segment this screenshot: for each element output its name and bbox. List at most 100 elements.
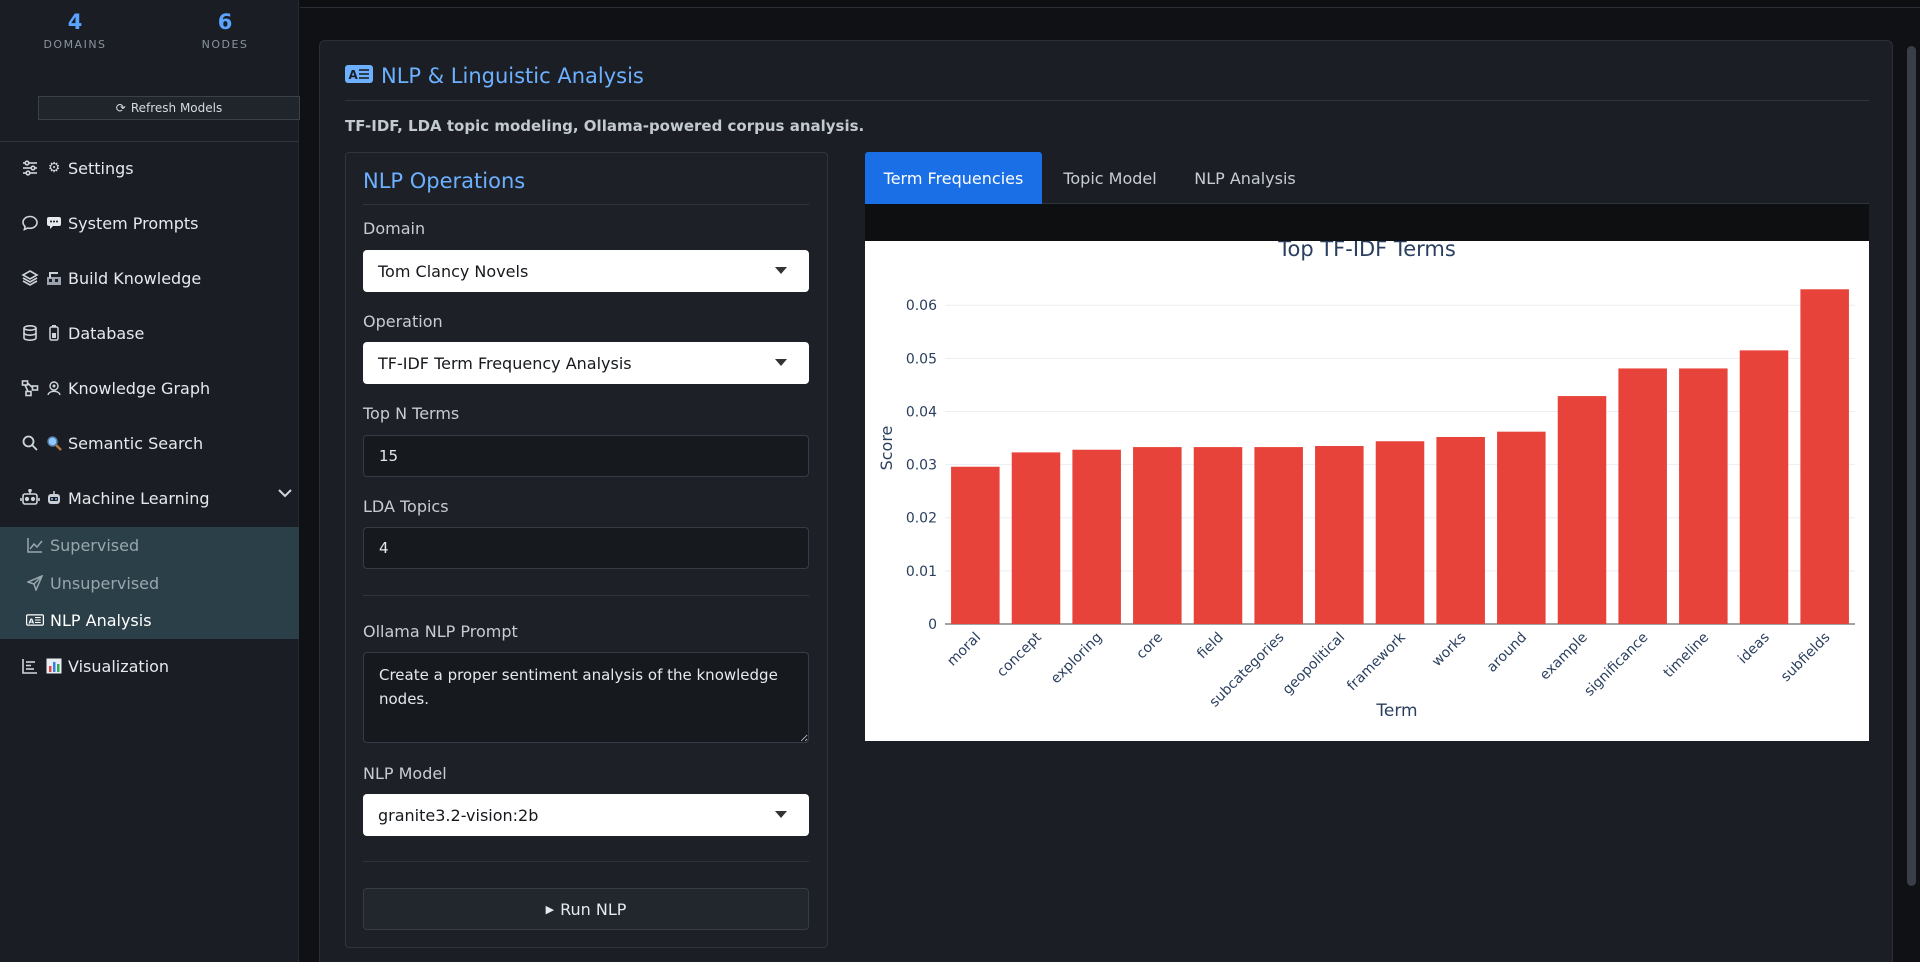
x-tick-label: example — [1537, 630, 1591, 684]
bar-geopolitical — [1315, 446, 1364, 624]
bar-concept — [1011, 452, 1061, 624]
submenu-item-supervised[interactable]: Supervised — [26, 532, 139, 558]
sidebar-item-label: Build Knowledge — [68, 268, 202, 288]
battery-icon — [46, 325, 62, 341]
operation-select[interactable]: TF-IDF Term Frequency Analysis — [363, 342, 809, 384]
sidebar-item-label: System Prompts — [68, 213, 199, 233]
x-tick-label: around — [1484, 630, 1530, 676]
page-title: A NLP & Linguistic Analysis — [345, 64, 644, 88]
nlp-model-select[interactable]: granite3.2-vision:2b — [363, 794, 809, 836]
alphabet-badge-icon: A — [345, 64, 373, 88]
sidebar-item-settings[interactable]: ⚙ Settings — [20, 153, 134, 183]
chat-icon — [20, 213, 40, 233]
sidebar-item-build-knowledge[interactable]: Build Knowledge — [20, 263, 201, 293]
page-title-text: NLP & Linguistic Analysis — [381, 64, 644, 88]
x-tick-label: moral — [944, 630, 984, 670]
x-axis-label: Term — [1375, 701, 1417, 721]
bar-field — [1193, 447, 1243, 624]
x-tick-label: ideas — [1735, 630, 1773, 668]
x-tick-label: framework — [1344, 629, 1409, 694]
bar-subcategories — [1254, 447, 1303, 624]
ops-divider — [363, 204, 809, 205]
operation-select-value: TF-IDF Term Frequency Analysis — [378, 353, 632, 373]
y-tick-label: 0.03 — [906, 458, 937, 474]
machine-learning-submenu: Supervised Unsupervised A NLP Analysis — [0, 527, 299, 639]
y-tick-label: 0.02 — [906, 511, 937, 527]
tab-topic-model[interactable]: Topic Model — [1063, 168, 1157, 188]
top-n-terms-input[interactable] — [363, 435, 809, 477]
bar-timeline — [1679, 368, 1728, 624]
x-tick-label: works — [1429, 630, 1469, 670]
stat-domains-value: 4 — [67, 10, 83, 34]
x-tick-label: concept — [994, 629, 1045, 680]
sidebar-item-semantic-search[interactable]: Semantic Search — [20, 428, 203, 458]
speech-balloon-icon — [46, 215, 62, 231]
y-tick-label: 0.04 — [906, 404, 937, 420]
x-tick-label: timeline — [1661, 630, 1713, 682]
sidebar-item-database[interactable]: Database — [20, 318, 144, 348]
submenu-item-nlp-analysis[interactable]: A NLP Analysis — [26, 607, 152, 633]
caret-down-icon — [775, 359, 787, 366]
svg-text:A: A — [28, 616, 34, 625]
stat-nodes-value: 6 — [217, 10, 233, 34]
domain-select-value: Tom Clancy Novels — [378, 261, 529, 281]
stat-nodes: 6 NODES — [170, 8, 280, 51]
y-tick-label: 0 — [928, 617, 937, 633]
bar-ideas — [1739, 350, 1789, 624]
refresh-models-button[interactable]: ⟳ Refresh Models — [38, 96, 300, 120]
tab-nlp-analysis[interactable]: NLP Analysis — [1194, 168, 1296, 188]
domain-label: Domain — [363, 219, 426, 238]
stat-domains: 4 DOMAINS — [20, 8, 130, 51]
diagram-icon — [20, 378, 40, 398]
stats-panel: 4 DOMAINS 6 NODES — [0, 0, 299, 70]
x-tick-label: core — [1133, 630, 1166, 663]
stat-domains-label: DOMAINS — [43, 38, 107, 51]
alphabet-badge-icon: A — [26, 611, 44, 629]
sidebar-item-system-prompts[interactable]: System Prompts — [20, 208, 198, 238]
play-icon: ▶ — [545, 902, 555, 916]
ollama-prompt-textarea[interactable]: Create a proper sentiment analysis of th… — [363, 652, 809, 743]
x-tick-label: exploring — [1048, 630, 1106, 688]
run-nlp-label: Run NLP — [560, 899, 627, 919]
sidebar-item-visualization[interactable]: Visualization — [20, 651, 169, 681]
sidebar-item-label: Visualization — [68, 656, 170, 676]
stat-nodes-label: NODES — [201, 38, 249, 51]
line-chart-icon — [26, 536, 44, 554]
result-tabs: Term Frequencies Topic Model NLP Analysi… — [865, 152, 1869, 204]
sidebar-item-label: Machine Learning — [68, 488, 210, 508]
submenu-item-label: NLP Analysis — [50, 610, 152, 630]
domain-select[interactable]: Tom Clancy Novels — [363, 250, 809, 292]
y-axis-label: Score — [877, 426, 896, 471]
sidebar-item-label: Knowledge Graph — [68, 378, 211, 398]
ops-divider — [363, 861, 809, 862]
tab-term-frequencies[interactable]: Term Frequencies — [865, 152, 1042, 204]
refresh-models-label: Refresh Models — [130, 101, 223, 115]
refresh-icon: ⟳ — [115, 101, 126, 115]
scrollbar-thumb[interactable] — [1907, 46, 1916, 886]
sidebar-item-label: Settings — [68, 158, 134, 178]
tfidf-chart-svg: Top TF-IDF Terms 0 0.01 0.02 0.03 0.04 0.05 0.0… — [877, 241, 1855, 721]
lda-topics-label: LDA Topics — [363, 497, 449, 516]
ollama-prompt-label: Ollama NLP Prompt — [363, 622, 518, 641]
bar-around — [1497, 431, 1546, 624]
chart-toolbar — [865, 204, 1869, 241]
sidebar-item-label: Database — [68, 323, 145, 343]
chevron-down-icon[interactable] — [276, 484, 296, 504]
sidebar-item-knowledge-graph[interactable]: Knowledge Graph — [20, 373, 210, 403]
sliders-icon — [20, 158, 40, 178]
search-icon — [20, 433, 40, 453]
bar-chart-icon — [46, 658, 62, 674]
sidebar-item-machine-learning[interactable]: Machine Learning — [20, 483, 210, 513]
chart-icon — [20, 656, 40, 676]
robot-face-icon — [46, 490, 62, 506]
submenu-item-unsupervised[interactable]: Unsupervised — [26, 570, 159, 596]
bar-subfields — [1800, 289, 1849, 624]
bar-works — [1436, 436, 1485, 624]
title-divider — [345, 100, 1869, 101]
lda-topics-input[interactable] — [363, 527, 809, 569]
bar-core — [1133, 447, 1182, 624]
magnifier-icon — [46, 435, 62, 451]
nlp-model-select-value: granite3.2-vision:2b — [378, 805, 539, 825]
x-tick-label: subfields — [1778, 630, 1834, 686]
run-nlp-button[interactable]: ▶ Run NLP — [363, 888, 809, 930]
